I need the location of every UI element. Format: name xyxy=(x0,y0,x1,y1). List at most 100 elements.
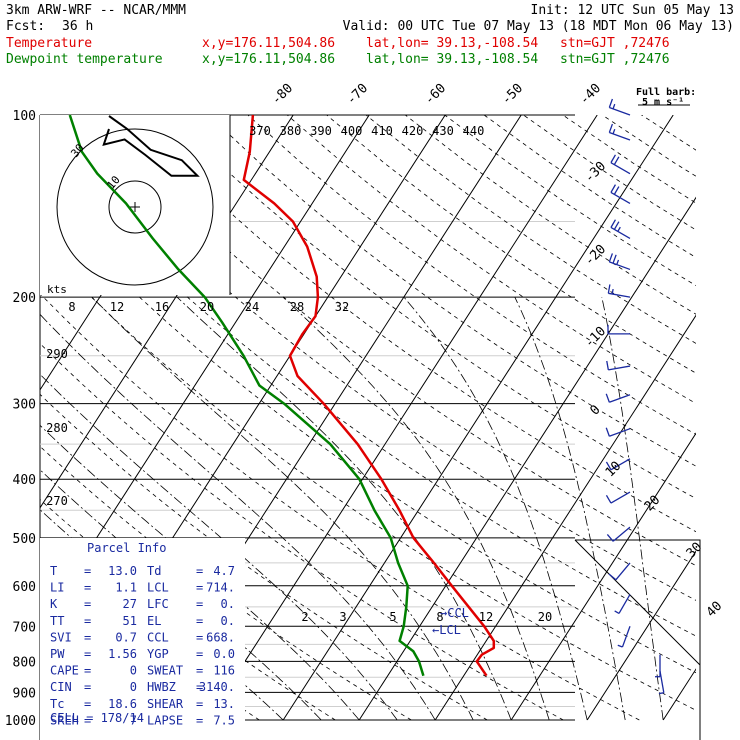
parcel-cell: CELL = 178/14 xyxy=(50,711,144,725)
ccl-label: →CCL xyxy=(440,606,469,620)
parcel-right-eq: = xyxy=(196,581,203,595)
isotherm-line xyxy=(358,196,696,721)
parcel-left-value: 7 xyxy=(130,713,137,727)
parcel-right-value: 0. xyxy=(221,614,235,628)
parcel-left-label: CAPE xyxy=(50,664,79,678)
moist-adiabat xyxy=(40,313,436,721)
parcel-right-eq: = xyxy=(196,597,203,611)
theta-label: 370 xyxy=(249,124,271,138)
dry-adiabat xyxy=(40,292,640,721)
isotherm-label: -80 xyxy=(269,81,296,108)
isotherm-label: -40 xyxy=(577,81,604,108)
legend-temperature-xy: x,y=176.11,504.86 xyxy=(202,36,335,51)
moist-adiabat xyxy=(514,296,626,721)
parcel-right-label: LAPSE xyxy=(147,713,183,727)
mixing-ratio-label: 5 xyxy=(389,610,396,624)
init-time: Init: 12 UTC Sun 05 May 13 xyxy=(531,3,735,18)
parcel-right-value: 0. xyxy=(221,597,235,611)
isotherm-line xyxy=(662,668,696,721)
wind-barb xyxy=(617,626,631,648)
parcel-left-value: 27 xyxy=(123,597,137,611)
wind-barb xyxy=(605,491,631,504)
wind-barb xyxy=(608,562,631,581)
parcel-right-value: 668. xyxy=(206,630,235,644)
parcel-right-label: EL xyxy=(147,614,161,628)
legend-temperature: Temperature xyxy=(6,36,92,51)
theta-label: 440 xyxy=(463,124,485,138)
pressure-tick-label: 400 xyxy=(13,473,36,488)
parcel-left-label: PW xyxy=(50,647,65,661)
parcel-left-value: 1.1 xyxy=(115,581,137,595)
parcel-info-title: Parcel Info xyxy=(87,541,166,555)
legend-temperature-stn: stn=GJT ,72476 xyxy=(560,36,670,51)
wind-barb xyxy=(606,360,631,371)
pressure-tick-label: 100 xyxy=(13,109,36,124)
dry-adiabat xyxy=(208,115,696,467)
parcel-right-label: LFC xyxy=(147,597,169,611)
isotherm-line xyxy=(434,314,696,721)
theta-label: 280 xyxy=(46,421,68,435)
isotherm-label: 20 xyxy=(642,493,664,515)
parcel-right-eq: = xyxy=(196,564,203,578)
pressure-tick-label: 200 xyxy=(13,291,36,306)
parcel-right-eq: = xyxy=(196,647,203,661)
moist-adiabat xyxy=(176,296,512,721)
parcel-left-value: 51 xyxy=(123,614,137,628)
parcel-left-eq: = xyxy=(84,564,91,578)
legend-dewpoint: Dewpoint temperature xyxy=(6,52,163,67)
parcel-left-eq: = xyxy=(84,664,91,678)
wind-barb xyxy=(605,458,631,471)
pressure-tick-label: 800 xyxy=(13,655,36,670)
moist-adiabat xyxy=(282,296,550,721)
theta-label: 400 xyxy=(341,124,363,138)
isotherm-line xyxy=(586,550,696,721)
chart-series xyxy=(68,114,496,677)
isotherm-label: -70 xyxy=(344,81,371,108)
wind-barb xyxy=(605,427,631,437)
parcel-left-eq: = xyxy=(84,713,91,727)
theta-label: 270 xyxy=(46,494,68,508)
dry-adiabat xyxy=(90,115,696,567)
wind-barb xyxy=(608,98,631,116)
theta-label: 430 xyxy=(432,124,454,138)
parcel-right-label: HWBZ xyxy=(147,680,176,694)
mixing-ratio-label: 32 xyxy=(335,300,349,314)
fcst-label: Fcst: xyxy=(6,19,45,34)
isotherm-label: -10 xyxy=(582,324,609,351)
parcel-right-label: SWEAT xyxy=(147,664,183,678)
moist-adiabat xyxy=(403,296,588,721)
isotherm-label: -30 xyxy=(582,159,609,186)
legend-dewpoint-xy: x,y=176.11,504.86 xyxy=(202,52,335,67)
dry-adiabat xyxy=(523,115,696,231)
parcel-right-eq: = xyxy=(196,664,203,678)
isotherm-label: 10 xyxy=(603,459,625,481)
theta-label: 290 xyxy=(46,347,68,361)
pressure-tick-label: 600 xyxy=(13,580,36,595)
moist-adiabat xyxy=(91,296,474,721)
parcel-right-label: LCL xyxy=(147,581,169,595)
mixing-ratio-label: 8 xyxy=(68,300,75,314)
frame-diagonal xyxy=(574,539,701,666)
dry-adiabat xyxy=(50,115,696,601)
parcel-right-eq: = xyxy=(196,630,203,644)
wind-barbs xyxy=(605,98,665,695)
mixing-ratio-label: 12 xyxy=(479,610,493,624)
dry-adiabat xyxy=(444,115,696,287)
parcel-left-value: 13.0 xyxy=(108,564,137,578)
parcel-left-label: TT xyxy=(50,614,64,628)
mixing-ratio-label: 12 xyxy=(110,300,124,314)
dry-adiabat xyxy=(286,115,696,404)
pressure-tick-label: 500 xyxy=(13,532,36,547)
parcel-right-eq: = xyxy=(196,614,203,628)
wind-barb xyxy=(608,253,631,271)
wind-barb xyxy=(610,154,631,175)
parcel-right-label: SHEAR xyxy=(147,697,184,711)
wind-barb xyxy=(607,284,631,298)
parcel-left-eq: = xyxy=(84,597,91,611)
wind-barb xyxy=(608,123,631,141)
parcel-left-eq: = xyxy=(84,697,91,711)
legend-temperature-latlon: lat,lon= 39.13,-108.54 xyxy=(366,36,538,51)
hodograph-unit-label: kts xyxy=(47,283,67,296)
